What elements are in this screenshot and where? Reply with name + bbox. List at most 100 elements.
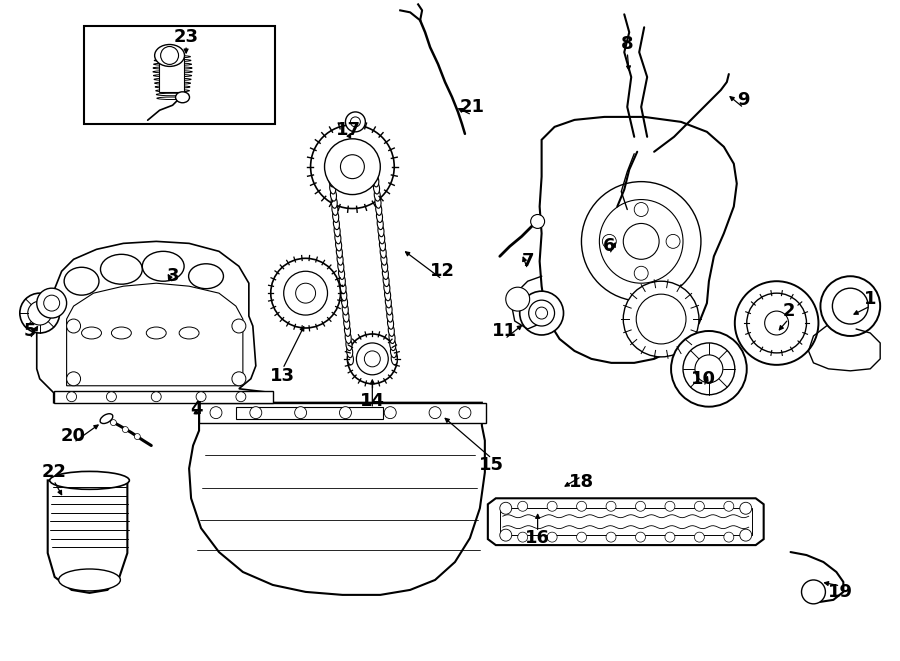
Ellipse shape [334, 225, 340, 237]
Circle shape [459, 407, 471, 418]
Circle shape [232, 372, 246, 386]
Ellipse shape [154, 59, 191, 61]
Text: 23: 23 [174, 28, 199, 46]
Text: 18: 18 [569, 473, 594, 491]
Circle shape [634, 202, 648, 217]
Circle shape [28, 301, 51, 325]
Text: 16: 16 [525, 529, 550, 547]
Circle shape [666, 235, 680, 249]
Ellipse shape [64, 267, 99, 295]
Ellipse shape [155, 56, 191, 58]
Circle shape [271, 258, 340, 328]
Text: 21: 21 [459, 98, 484, 116]
Circle shape [518, 532, 527, 542]
Ellipse shape [328, 168, 334, 180]
Circle shape [634, 266, 648, 280]
Circle shape [106, 392, 116, 402]
Ellipse shape [341, 296, 347, 308]
Circle shape [111, 420, 116, 426]
Circle shape [683, 343, 734, 395]
Circle shape [325, 139, 381, 194]
Ellipse shape [382, 268, 389, 280]
Circle shape [37, 288, 67, 318]
Ellipse shape [386, 303, 392, 315]
Circle shape [67, 319, 81, 333]
Ellipse shape [343, 310, 349, 322]
Ellipse shape [332, 204, 338, 215]
Circle shape [695, 532, 705, 542]
Circle shape [232, 319, 246, 333]
Circle shape [671, 331, 747, 407]
Bar [84, 26, 274, 124]
Text: 2: 2 [782, 302, 795, 320]
Circle shape [67, 372, 81, 386]
Text: 5: 5 [23, 322, 36, 340]
Ellipse shape [376, 211, 382, 223]
Circle shape [635, 532, 645, 542]
Text: 3: 3 [166, 267, 179, 286]
Polygon shape [67, 283, 243, 386]
Circle shape [636, 294, 686, 344]
Ellipse shape [337, 246, 342, 258]
Ellipse shape [346, 332, 351, 344]
Circle shape [151, 392, 161, 402]
Circle shape [802, 580, 825, 604]
Ellipse shape [82, 327, 102, 339]
Circle shape [250, 407, 262, 418]
Ellipse shape [385, 296, 392, 308]
Ellipse shape [347, 353, 354, 365]
Circle shape [536, 307, 547, 319]
Circle shape [665, 532, 675, 542]
Circle shape [506, 287, 530, 311]
Text: 10: 10 [691, 369, 716, 388]
Circle shape [665, 501, 675, 511]
Ellipse shape [328, 161, 334, 173]
Text: 15: 15 [480, 457, 504, 475]
Ellipse shape [384, 289, 391, 301]
Ellipse shape [153, 74, 192, 77]
Ellipse shape [157, 97, 188, 100]
Circle shape [20, 293, 59, 333]
Circle shape [832, 288, 868, 324]
Ellipse shape [156, 89, 189, 92]
Ellipse shape [339, 274, 346, 286]
Text: 14: 14 [360, 392, 385, 410]
Ellipse shape [100, 414, 112, 424]
Ellipse shape [345, 325, 350, 336]
Circle shape [210, 407, 222, 418]
Circle shape [519, 291, 563, 335]
Circle shape [547, 532, 557, 542]
Circle shape [734, 281, 818, 365]
Circle shape [724, 532, 733, 542]
Ellipse shape [387, 310, 392, 322]
Ellipse shape [375, 204, 382, 215]
Ellipse shape [330, 189, 337, 201]
Circle shape [577, 532, 587, 542]
Circle shape [44, 295, 59, 311]
Circle shape [724, 501, 733, 511]
Ellipse shape [338, 268, 345, 280]
Ellipse shape [58, 569, 121, 591]
Circle shape [196, 392, 206, 402]
Circle shape [518, 501, 527, 511]
Ellipse shape [154, 63, 192, 65]
Ellipse shape [392, 353, 397, 365]
Circle shape [577, 501, 587, 511]
Ellipse shape [142, 251, 184, 281]
Text: 12: 12 [429, 262, 454, 280]
Circle shape [160, 46, 178, 64]
Ellipse shape [329, 182, 336, 194]
Polygon shape [488, 498, 764, 545]
Ellipse shape [333, 211, 338, 223]
Text: 11: 11 [492, 322, 517, 340]
Ellipse shape [50, 471, 130, 489]
Bar [54, 391, 273, 403]
Circle shape [695, 501, 705, 511]
Circle shape [765, 311, 788, 335]
Ellipse shape [155, 82, 191, 85]
Circle shape [547, 501, 557, 511]
Polygon shape [189, 403, 485, 595]
Polygon shape [158, 58, 184, 93]
Ellipse shape [346, 338, 352, 350]
Text: 19: 19 [828, 583, 853, 601]
